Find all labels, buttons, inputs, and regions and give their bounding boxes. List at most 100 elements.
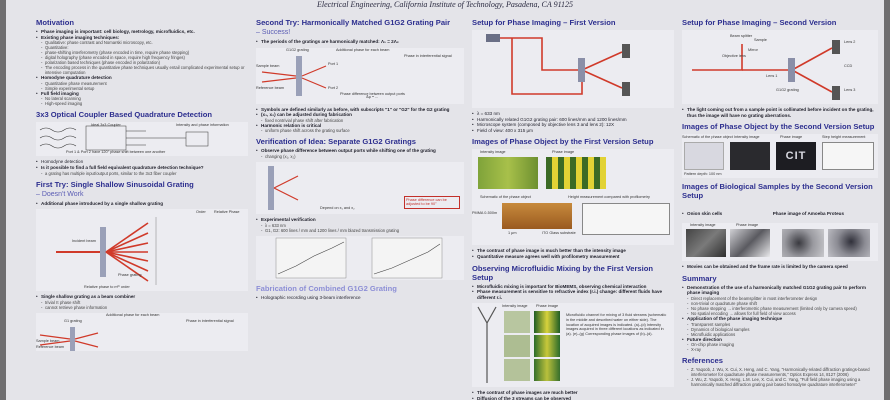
list-item: Quantitative measure agrees well with pr… xyxy=(472,254,674,260)
beam-combiner-list: Single shallow grating as a beam combine… xyxy=(36,294,248,310)
images2-phase-label: Phase image xyxy=(780,135,803,140)
list-item: Application of the phase imaging techniq… xyxy=(682,316,878,322)
incident-beam-label: Incident beam xyxy=(72,239,96,244)
combiner-interference-label: Phase in interferential signal xyxy=(186,318,234,323)
combiner-sample-label: Sample beam xyxy=(36,338,60,343)
images2-intensity xyxy=(730,142,770,171)
setup2-list: The light coming out from a sample point… xyxy=(682,107,878,118)
setup1-list: λ = 633 nmHarmonically related G1G2 grat… xyxy=(472,111,674,133)
first-try-list: Additional phase introduced by a single … xyxy=(36,201,248,207)
setup1-diagram xyxy=(486,34,630,96)
coupler-diagram xyxy=(39,126,209,151)
images2-schematic-label: Schematic of the phase object xyxy=(682,135,733,140)
column-3: Setup for Phase Imaging – First Version … xyxy=(472,14,674,400)
g1g2-sample-label: Sample beam xyxy=(256,63,280,68)
micro-intensity-a xyxy=(504,311,530,334)
microfluidic-list: Microfluidic mixing is important for Bio… xyxy=(472,284,674,301)
fabrication-list: Holographic recording using 3-beam inter… xyxy=(256,295,464,301)
list-item: Future direction xyxy=(682,337,878,343)
micro-intensity-c xyxy=(504,359,530,382)
g1g2-interferential-label: Phase in interferential signal xyxy=(404,53,452,58)
combiner-additional-label: Additional phase for each beam xyxy=(106,312,160,317)
g1g2-figure: Δφ = ... G1G2 grating Additional phase f… xyxy=(256,47,464,104)
second-try-list-2: Symbols are defined similarly as before,… xyxy=(256,107,464,134)
images1-title: Images of Phase Object by the First Vers… xyxy=(472,137,654,147)
list-item: Direct replacement of the beamsplitter i… xyxy=(682,296,878,301)
verification-equations: Phase difference can be adjusted to be 9… xyxy=(256,161,464,214)
setup2-objective-label: Objective lens xyxy=(722,54,746,58)
list-item: Existing phase imaging techniques: xyxy=(36,35,248,41)
setup2-beam-splitter-label: Beam splitter xyxy=(730,34,753,38)
list-item: High-speed imaging xyxy=(36,101,248,106)
fabrication-title: Fabrication of Combined G1G2 Grating xyxy=(256,283,397,293)
list-item: Microfluidic applications xyxy=(682,332,878,337)
list-item: The periods of the gratings are harmonic… xyxy=(256,39,464,45)
channel-schematic xyxy=(477,307,497,384)
setup1-figure xyxy=(472,30,674,108)
experimental-list: Experimental verificationλ = 633 nmG1, G… xyxy=(256,217,464,233)
list-item: Qualitative: phase contrast and Nomarski… xyxy=(36,40,248,45)
list-item: Microscope system (composed by objective… xyxy=(472,122,674,128)
second-try-title: Second Try: Harmonically Matched G1G2 Gr… xyxy=(256,18,451,27)
combiner-diagram xyxy=(39,326,99,351)
summary-list: Demonstration of the use of a harmonical… xyxy=(682,285,878,352)
relative-phase-caption: Relative phase to mᵗʰ order xyxy=(84,285,130,290)
coupler-figure: Ideal 3x3 Coupler Intensity and phase in… xyxy=(36,122,248,157)
micro-phase-a xyxy=(534,311,560,334)
coupler-list: Homodyne detectionIs it possible to find… xyxy=(36,159,248,175)
list-item: J. Wu, Z. Yaqoob, X. Heng, L.M. Lee, X. … xyxy=(682,377,878,387)
list-item: Symbols are defined similarly as before,… xyxy=(256,107,464,113)
micro-intensity-b xyxy=(504,335,530,358)
bio-list: Onion skin cells xyxy=(682,211,722,217)
setup2-diagram xyxy=(692,40,840,100)
list-item: No lateral scanning xyxy=(36,96,248,101)
coupler-caption: Port 1 & Port 2 have 120° phase shift be… xyxy=(66,150,166,155)
images2-figure: CIT Schematic of the phase object Intens… xyxy=(682,134,878,179)
list-item: a grating has multiple input/output port… xyxy=(36,171,248,176)
g1g2-diagram: Δφ = ... xyxy=(261,55,378,99)
single-grating-diagram xyxy=(56,217,157,286)
list-item: Homodyne quadrature detection xyxy=(36,75,248,81)
amoeba-label: Phase image of Amoeba Proteus xyxy=(772,211,844,217)
references-list: Z. Yaqoob, J. Wu, X. Cui, X. Heng, and C… xyxy=(682,367,878,387)
intensity-image xyxy=(478,157,538,190)
list-item: non-trivial or quadrature phase shift xyxy=(682,301,878,306)
images2-schematic xyxy=(684,142,724,171)
setup2-lens2-label: Lens 2 xyxy=(844,40,856,44)
list-item: trivial π phase shift xyxy=(36,300,248,305)
coupler-ideal-label: Ideal 3x3 Coupler xyxy=(91,123,121,128)
first-try-title: First Try: Single Shallow Sinusoidal Gra… xyxy=(36,179,194,189)
phase-grating-label: Phase grating xyxy=(118,273,142,278)
onion-phase-image xyxy=(730,229,770,258)
summary-title: Summary xyxy=(682,273,717,283)
list-item: digital holography (phase encoded in spa… xyxy=(36,55,248,60)
list-item: The encoding process in the quantitative… xyxy=(36,65,248,75)
list-item: No spatial encoding → allows for full fi… xyxy=(682,311,878,316)
bio-figure: Intensity image Phase image xyxy=(682,223,878,262)
first-try-subtitle: – Doesn't Work xyxy=(36,190,84,198)
g1g2-additional-label: Additional phase for each beam xyxy=(336,47,390,52)
motivation-title: Motivation xyxy=(36,18,74,27)
list-item: λ = 633 nm xyxy=(472,111,674,117)
g1g2-port1-label: Port 1 xyxy=(328,61,339,66)
g1g2-difference-label: Phase difference between output ports xyxy=(340,91,405,96)
setup2-lens1-label: Lens 1 xyxy=(766,74,778,78)
second-try-subtitle: – Success! xyxy=(256,29,291,36)
setup2-sample-label: Sample xyxy=(754,38,767,42)
bio-list-2: Movies can be obtained and the frame rat… xyxy=(682,264,878,270)
list-item: The light coming out from a sample point… xyxy=(682,107,878,118)
micro-intensity-label: Intensity image xyxy=(502,304,528,309)
list-item: The contrast of phase image is much bett… xyxy=(472,248,674,254)
setup2-mirror-label: Mirror xyxy=(748,48,758,52)
images2-phase: CIT xyxy=(776,142,816,171)
bio-intensity-label: Intensity image xyxy=(690,223,716,228)
height-measurement-plot xyxy=(582,203,670,236)
list-item: Experimental verification xyxy=(256,217,464,223)
order-label: Order xyxy=(196,210,206,215)
g1g2-grating-label: G1G2 grating xyxy=(286,47,309,52)
list-item: Full field imaging xyxy=(36,91,248,97)
coupler-title: 3x3 Optical Coupler Based Quadrature Det… xyxy=(36,110,212,120)
combiner-g1-label: G1 grating xyxy=(64,318,82,323)
setup2-g1g2-label: G1G2 grating xyxy=(776,88,799,92)
second-try-list: The periods of the gratings are harmonic… xyxy=(256,39,464,45)
